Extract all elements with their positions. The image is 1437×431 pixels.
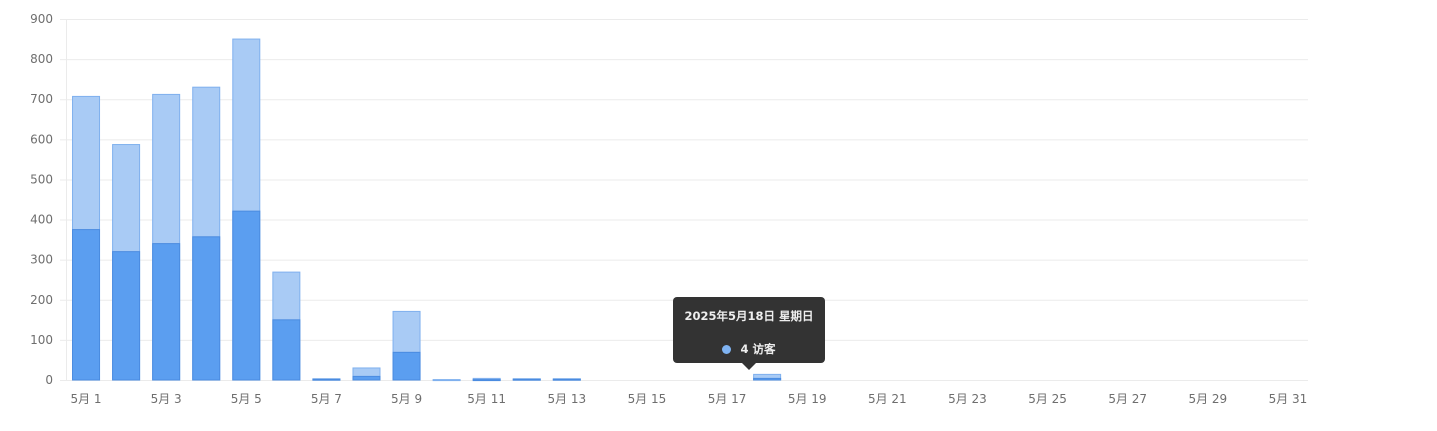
bar-visitors: [272, 319, 301, 381]
y-tick-label: 0: [45, 373, 53, 387]
x-tick-label: 5月 17: [708, 392, 747, 406]
x-tick-label: 5月 11: [467, 392, 506, 406]
bar-visitors: [392, 351, 421, 381]
x-tick-label: 5月 13: [547, 392, 586, 406]
bar-visitors: [552, 378, 581, 381]
x-tick-label: 5月 1: [70, 392, 101, 406]
bar-visitors: [312, 378, 341, 381]
bar-visitors: [112, 251, 141, 381]
bar-visitors: [512, 378, 541, 381]
tooltip: 2025年5月18日 星期日 4 访客: [673, 297, 825, 370]
x-tick-label: 5月 25: [1028, 392, 1067, 406]
bar-visitors: [72, 229, 101, 381]
bar-visitors: [192, 236, 221, 381]
y-tick-label: 400: [30, 213, 53, 227]
y-tick-label: 800: [30, 52, 53, 66]
bar-visitors: [352, 375, 381, 381]
x-tick-label: 5月 15: [628, 392, 667, 406]
bar-visitors: [472, 379, 501, 382]
tooltip-value: 4: [740, 342, 749, 356]
x-tick-label: 5月 29: [1188, 392, 1227, 406]
bar-visitors: [152, 243, 181, 381]
x-tick-label: 5月 23: [948, 392, 987, 406]
tooltip-label: 访客: [752, 342, 776, 356]
tooltip-dot: [722, 345, 732, 354]
x-tick-label: 5月 7: [311, 392, 342, 406]
tooltip-title: 2025年5月18日 星期日: [684, 309, 814, 323]
bar-views: [432, 379, 461, 382]
x-tick-label: 5月 31: [1269, 392, 1308, 406]
tooltip-arrow: [742, 363, 756, 370]
x-tick-label: 5月 3: [151, 392, 182, 406]
x-tick-label: 5月 27: [1108, 392, 1147, 406]
bar-visitors: [753, 377, 782, 381]
x-tick-label: 5月 5: [231, 392, 262, 406]
y-tick-label: 200: [30, 293, 53, 307]
y-tick-label: 100: [30, 333, 53, 347]
x-tick-label: 5月 21: [868, 392, 907, 406]
x-tick-label: 5月 9: [391, 392, 422, 406]
y-tick-label: 300: [30, 253, 53, 267]
x-tick-label: 5月 19: [788, 392, 827, 406]
y-tick-label: 500: [30, 172, 53, 186]
y-tick-label: 900: [30, 12, 53, 26]
y-tick-label: 700: [30, 92, 53, 106]
bar-visitors: [232, 210, 261, 381]
y-tick-label: 600: [30, 132, 53, 146]
